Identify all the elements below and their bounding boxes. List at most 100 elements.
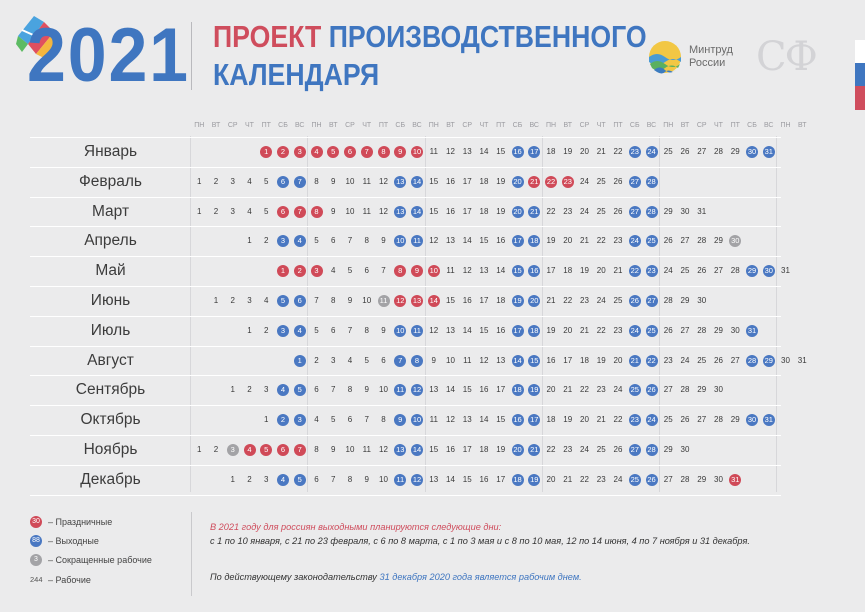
row-separator: [30, 286, 781, 287]
row-separator: [30, 226, 781, 228]
day-work: 4: [247, 206, 252, 216]
day-work: 8: [364, 325, 369, 335]
day-off: 17: [528, 146, 541, 158]
day-work: 27: [697, 415, 707, 425]
day-work: 18: [479, 206, 489, 216]
day-work: 12: [429, 236, 439, 246]
weekday-label: ПТ: [613, 122, 623, 129]
week-divider: [424, 136, 426, 492]
month-name: Сентябрь: [75, 381, 146, 399]
day-work: 17: [462, 445, 472, 454]
day-work: 10: [379, 385, 388, 395]
day-off: 7: [293, 175, 306, 188]
day-holiday: 3: [293, 146, 306, 158]
day-work: 21: [580, 325, 589, 335]
day-off: 18: [528, 324, 541, 337]
day-work: 19: [580, 266, 589, 276]
day-holiday: 1: [277, 265, 289, 278]
legend-off: 88 – Выходные: [30, 535, 99, 547]
week-divider: [307, 136, 309, 492]
day-work: 23: [613, 325, 623, 335]
title-word-production: ПРОИЗВОДСТВЕННОГО: [328, 19, 647, 54]
day-off: 27: [628, 205, 641, 218]
weekday-label: СР: [579, 122, 590, 129]
day-work: 20: [596, 266, 606, 276]
weekday-label: ПН: [194, 122, 205, 129]
day-off: 15: [528, 354, 541, 367]
row-separator: [30, 435, 781, 436]
day-work: 1: [264, 415, 269, 425]
day-holiday: 5: [327, 146, 340, 158]
day-work: 5: [364, 355, 369, 365]
row-separator: [30, 196, 781, 198]
day-work: 13: [462, 147, 472, 156]
day-work: 24: [613, 385, 623, 395]
month-row: Декабрь 1 2 3 4 5 6 7 8 9 10 11 12 13 14 15 16 17 18 19 20 21…: [30, 464, 781, 495]
day-off: 11: [411, 324, 423, 337]
day-work: 15: [479, 325, 489, 335]
day-work: 10: [345, 176, 355, 186]
day-work: 23: [596, 474, 606, 484]
year-heading: 2021: [27, 13, 190, 98]
row-separator: [30, 345, 781, 347]
day-work: 2: [314, 355, 319, 365]
month-name: Апрель: [84, 232, 137, 250]
day-short: 11: [377, 295, 390, 307]
day-holiday: 10: [411, 146, 423, 158]
day-work: 2: [213, 445, 219, 454]
day-off: 24: [645, 414, 658, 427]
day-work: 30: [714, 385, 723, 395]
day-off: 21: [528, 205, 541, 218]
day-work: 30: [680, 445, 690, 454]
day-work: 11: [362, 176, 371, 186]
day-work: 16: [546, 355, 556, 365]
day-off: 15: [511, 265, 524, 278]
month-row: Июль 1 2 3 4 5 6 7 8 9 10 11 12 13 14 15 16 17 18 19 20 21 22 2…: [30, 315, 781, 346]
holidays-note-body: с 1 по 10 января, с 21 по 23 февраля, с …: [210, 536, 750, 546]
day-work: 4: [264, 296, 269, 305]
day-holiday: 1: [260, 146, 273, 158]
legend-work-sample: 244: [30, 575, 43, 584]
day-work: 9: [364, 385, 369, 395]
row-separator: [30, 375, 781, 377]
month-row: Апрель 1 2 3 4 5 6 7 8 9 10 11 12 13 14 15 16 17 18 19 20 21 2…: [30, 226, 781, 256]
day-off: 11: [411, 235, 423, 248]
day-work: 28: [730, 266, 740, 276]
day-off: 16: [528, 265, 541, 278]
day-work: 29: [714, 325, 723, 335]
day-work: 17: [563, 355, 573, 365]
weekday-label: ПН: [311, 122, 322, 129]
day-work: 22: [596, 236, 606, 246]
day-off: 26: [628, 295, 641, 307]
weekday-label: СР: [462, 122, 473, 129]
day-off: 30: [746, 414, 758, 427]
day-off: 28: [746, 354, 758, 367]
day-work: 27: [714, 266, 723, 276]
day-work: 29: [663, 445, 673, 454]
day-work: 31: [797, 355, 807, 365]
month-name: Июнь: [90, 292, 131, 309]
day-off: 16: [511, 414, 524, 427]
day-work: 28: [680, 385, 690, 395]
working-day-note-prefix: По действующему законодательству: [210, 572, 377, 582]
day-work: 15: [479, 236, 489, 246]
sf-logo: СФ: [756, 34, 818, 80]
production-calendar: ПН ВТ СР ЧТ ПТ СБ ВС ПН ВТ СР ЧТ ПТ СБ ВС ПН ВТ СР ЧТ ПТ СБ…: [30, 122, 807, 496]
month-name: Ноябрь: [83, 441, 138, 458]
day-holiday: 7: [293, 205, 306, 218]
month-row: Октябрь 1 2 3 4 5 6 7 8 9 10 11 12 13 14 15 16 17 18 19 20 21…: [30, 405, 781, 435]
day-work: 8: [381, 415, 386, 425]
day-off: 10: [394, 235, 407, 248]
day-work: 21: [596, 415, 606, 425]
day-work: 18: [479, 445, 489, 454]
day-holiday: 6: [344, 146, 356, 158]
weekday-label: ВС: [295, 122, 305, 129]
day-work: 22: [546, 206, 556, 216]
day-work: 14: [479, 147, 489, 156]
day-off: 21: [628, 354, 641, 367]
day-off: 23: [628, 146, 641, 158]
day-work: 28: [680, 474, 690, 484]
day-work: 24: [663, 266, 673, 276]
day-off: 21: [528, 444, 541, 456]
day-work: 5: [264, 176, 269, 186]
